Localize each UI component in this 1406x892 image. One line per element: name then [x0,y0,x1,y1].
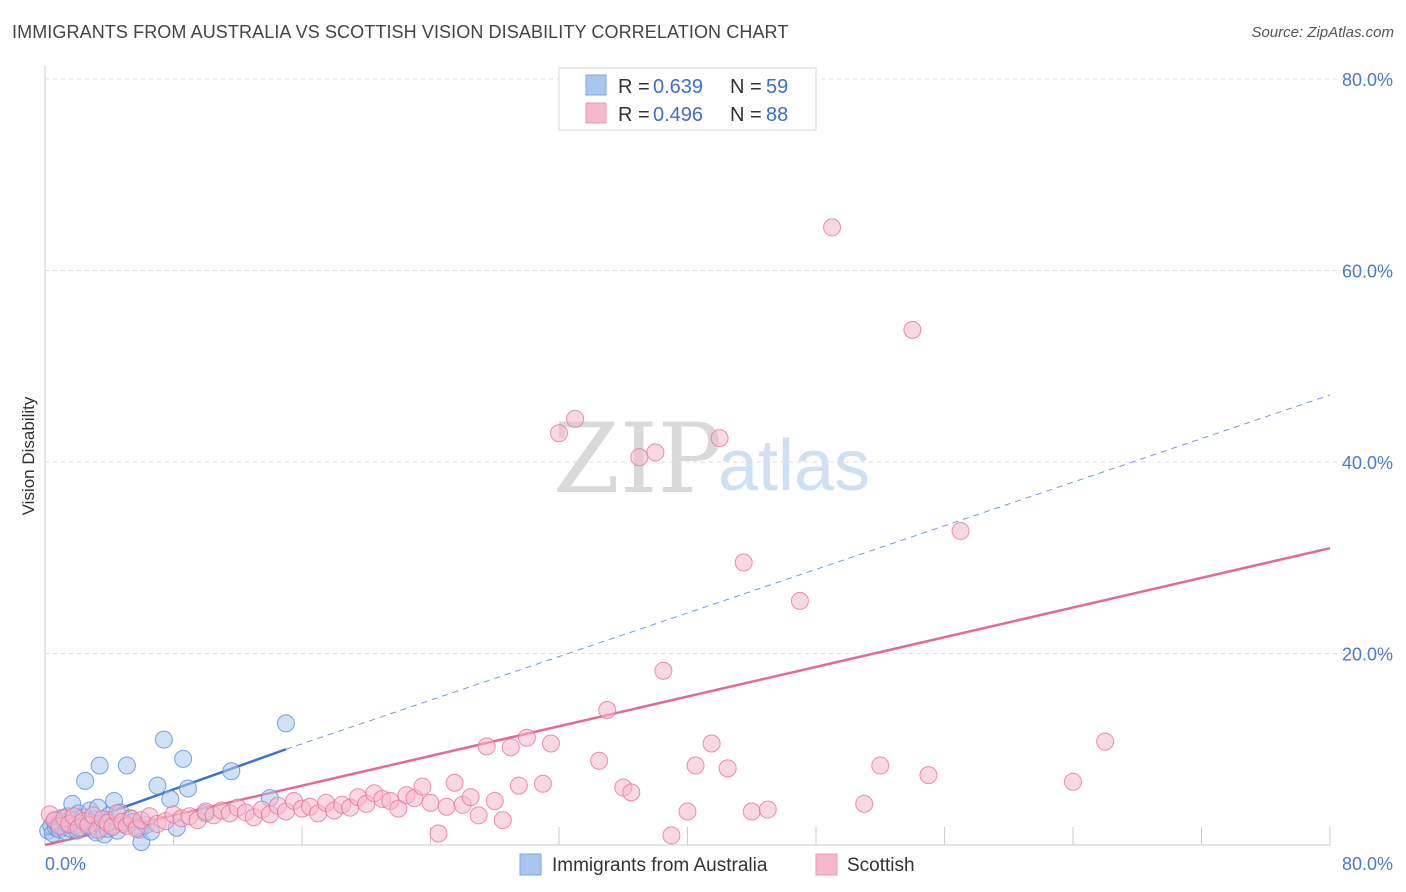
scottish-point-82 [702,734,721,753]
x-tick-labels: 0.0% 80.0% [45,854,1393,874]
data-points [39,218,1115,852]
scottish-point-72 [590,751,609,770]
legend-r-value-scottish: 0.496 [653,104,703,126]
scottish-point-79 [662,826,681,845]
australia-point-56 [178,779,197,798]
y-tick-label-0: 20.0% [1342,645,1393,665]
scottish-point-96 [1096,732,1115,751]
legend-n-label-scottish: N = [730,104,762,126]
australia-point-55 [174,749,193,768]
watermark-atlas: atlas [718,426,870,506]
scottish-point-66 [509,776,528,795]
legend-r-value-australia: 0.639 [653,76,703,98]
scottish-point-56 [429,824,448,843]
scottish-point-76 [630,448,649,467]
scottish-point-51 [389,799,408,818]
y-tick-label-1: 40.0% [1342,453,1393,473]
bottom-legend: Immigrants from Australia Scottish [519,853,915,876]
australia-point-51 [148,776,167,795]
australia-point-31 [90,756,109,775]
scottish-point-75 [622,783,641,802]
chart-title: IMMIGRANTS FROM AUSTRALIA VS SCOTTISH VI… [12,22,789,42]
australia-trend-extension [285,394,1331,750]
scottish-point-67 [517,728,536,747]
scottish-point-87 [758,800,777,819]
scottish-point-86 [742,802,761,821]
australia-point-43 [117,756,136,775]
australia-point-58 [222,762,241,781]
scottish-point-65 [501,738,520,757]
legend-n-value-scottish: 88 [766,104,788,126]
australia-point-52 [154,730,173,749]
grid-lines [45,78,1392,654]
australia-point-60 [276,714,295,733]
y-tick-labels: 20.0% 40.0% 60.0% 80.0% [1342,70,1393,665]
australia-point-22 [76,771,95,790]
scottish-point-69 [541,734,560,753]
legend-n-value-australia: 59 [766,76,788,98]
scottish-point-91 [871,756,890,775]
legend: R = 0.639 N = 59 R = 0.496 N = 88 [558,67,817,131]
australia-point-53 [161,790,180,809]
scottish-point-63 [485,791,504,810]
scottish-point-88 [790,591,809,610]
scottish-point-84 [718,759,737,778]
scottish-point-77 [646,443,665,462]
scottish-point-70 [550,424,568,443]
scottish-point-55 [421,793,440,812]
bottom-legend-swatch-scottish [815,853,838,876]
scottish-point-92 [903,320,922,339]
legend-swatch-australia [585,74,607,96]
scottish-point-89 [823,218,842,237]
scottish-trend-line [44,546,1331,847]
legend-r-label-scottish: R = [618,104,650,126]
scottish-point-60 [461,788,480,807]
legend-n-label-australia: N = [730,76,762,98]
bottom-legend-label-australia: Immigrants from Australia [552,855,768,876]
scottish-point-58 [445,773,464,792]
scottish-point-61 [469,806,488,825]
scottish-point-62 [477,737,496,756]
scottish-point-85 [734,553,753,572]
scottish-point-80 [678,802,697,821]
x-tick-label-1: 80.0% [1342,854,1393,874]
scottish-point-78 [654,661,673,680]
chart-source: Source: ZipAtlas.com [1251,24,1394,41]
scottish-point-73 [598,700,617,719]
legend-r-label-australia: R = [618,76,650,98]
scottish-point-68 [533,774,552,793]
scottish-point-94 [951,521,970,540]
y-tick-label-3: 80.0% [1342,70,1393,90]
scottish-point-95 [1064,772,1082,791]
scottish-point-90 [855,794,874,813]
bottom-legend-label-scottish: Scottish [847,855,915,876]
y-tick-label-2: 60.0% [1342,262,1393,282]
scottish-point-93 [919,766,938,785]
y-axis-label: Vision Disability [19,396,38,515]
scottish-point-64 [493,811,512,830]
bottom-legend-swatch-australia [519,853,542,876]
scottish-point-54 [413,777,432,796]
scottish-point-71 [566,409,585,428]
scottish-point-81 [686,756,705,775]
legend-swatch-scottish [585,102,607,124]
x-tick-label-0: 0.0% [45,854,86,874]
scottish-point-57 [437,797,456,816]
scottish-point-83 [710,429,729,448]
